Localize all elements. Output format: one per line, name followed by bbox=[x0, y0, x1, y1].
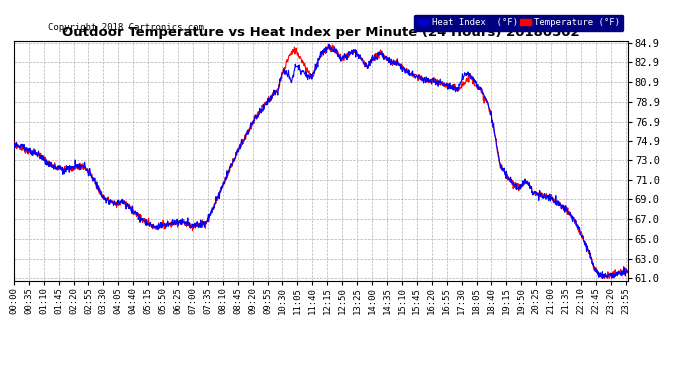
Text: Copyright 2018 Cartronics.com: Copyright 2018 Cartronics.com bbox=[48, 23, 204, 32]
Title: Outdoor Temperature vs Heat Index per Minute (24 Hours) 20180502: Outdoor Temperature vs Heat Index per Mi… bbox=[62, 26, 580, 39]
Legend: Heat Index  (°F), Temperature (°F): Heat Index (°F), Temperature (°F) bbox=[415, 15, 623, 31]
